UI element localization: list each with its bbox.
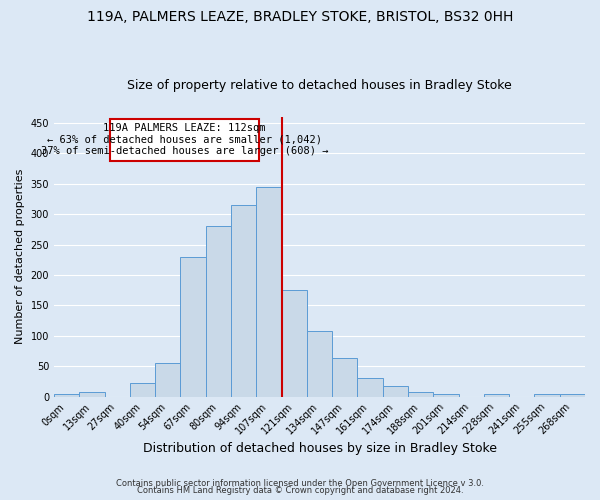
Bar: [110, 119, 259, 160]
Bar: [54, 394, 79, 396]
Text: ← 63% of detached houses are smaller (1,042): ← 63% of detached houses are smaller (1,…: [47, 135, 322, 145]
Bar: [256, 186, 281, 396]
Bar: [79, 392, 104, 396]
Bar: [332, 358, 358, 397]
Bar: [231, 205, 256, 396]
Text: 119A, PALMERS LEAZE, BRADLEY STOKE, BRISTOL, BS32 0HH: 119A, PALMERS LEAZE, BRADLEY STOKE, BRIS…: [87, 10, 513, 24]
Y-axis label: Number of detached properties: Number of detached properties: [15, 169, 25, 344]
Text: 119A PALMERS LEAZE: 112sqm: 119A PALMERS LEAZE: 112sqm: [103, 124, 266, 134]
Bar: [535, 394, 560, 396]
Bar: [383, 386, 408, 396]
Text: Contains HM Land Registry data © Crown copyright and database right 2024.: Contains HM Land Registry data © Crown c…: [137, 486, 463, 495]
Bar: [181, 256, 206, 396]
Title: Size of property relative to detached houses in Bradley Stoke: Size of property relative to detached ho…: [127, 79, 512, 92]
Bar: [560, 394, 585, 396]
Bar: [155, 363, 181, 396]
Bar: [130, 383, 155, 396]
Bar: [484, 394, 509, 396]
Bar: [358, 378, 383, 396]
Bar: [206, 226, 231, 396]
Bar: [281, 290, 307, 397]
Bar: [307, 331, 332, 396]
Text: Contains public sector information licensed under the Open Government Licence v : Contains public sector information licen…: [116, 478, 484, 488]
X-axis label: Distribution of detached houses by size in Bradley Stoke: Distribution of detached houses by size …: [143, 442, 497, 455]
Text: 37% of semi-detached houses are larger (608) →: 37% of semi-detached houses are larger (…: [41, 146, 328, 156]
Bar: [408, 392, 433, 396]
Bar: [433, 394, 458, 396]
